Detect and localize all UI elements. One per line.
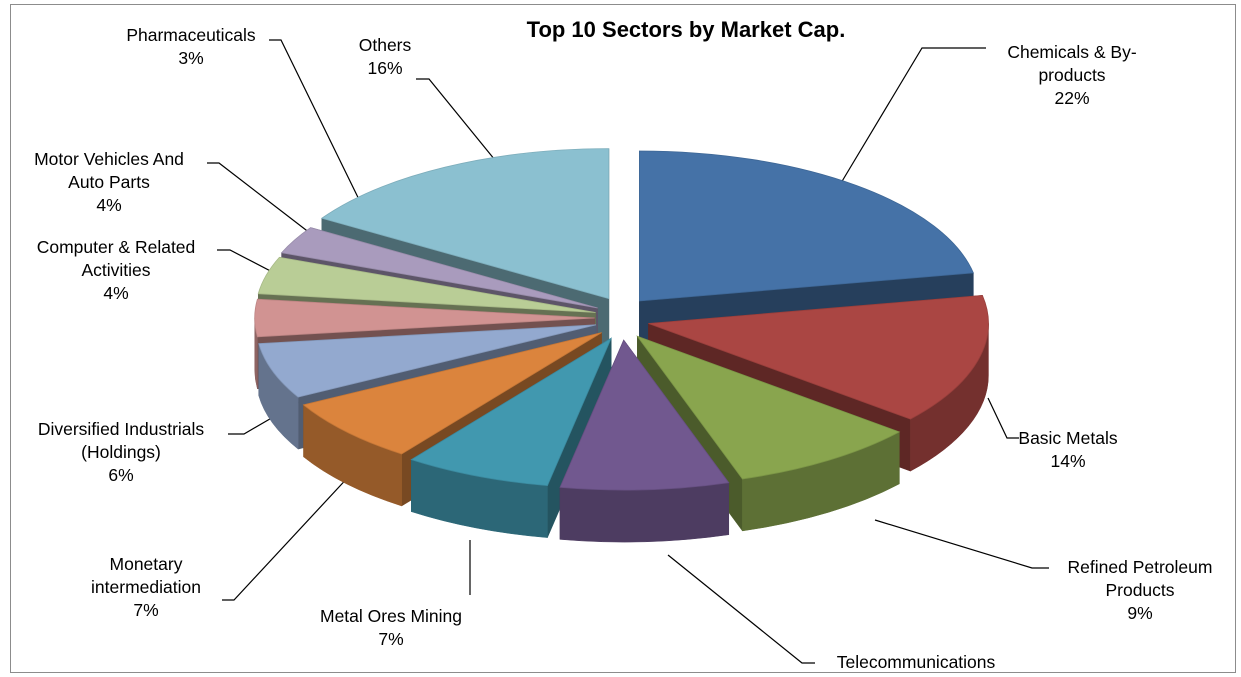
data-label-text: Others bbox=[359, 35, 412, 55]
data-label-text: Pharmaceuticals bbox=[126, 25, 256, 45]
slice-3-outer-wall bbox=[559, 482, 730, 543]
data-label-text: (Holdings) bbox=[81, 442, 161, 462]
slice-0-top bbox=[639, 150, 974, 302]
leader-line-8 bbox=[207, 162, 333, 251]
data-label-value: 4% bbox=[96, 195, 121, 215]
leader-line-2 bbox=[874, 519, 1049, 569]
data-label-value: 14% bbox=[1050, 451, 1085, 471]
chart-area bbox=[10, 4, 1236, 673]
data-label-text: products bbox=[1038, 65, 1105, 85]
leader-line-3 bbox=[667, 554, 815, 664]
leader-line-10 bbox=[416, 78, 509, 177]
leader-line-0 bbox=[837, 47, 986, 189]
data-label-text: Metal Ores Mining bbox=[320, 606, 462, 626]
data-label-value: 7% bbox=[133, 600, 158, 620]
data-label-value: 9% bbox=[1127, 603, 1152, 623]
data-label-value: 4% bbox=[103, 283, 128, 303]
data-label-3: Telecommunications 8% bbox=[837, 652, 996, 677]
data-label-6: Diversified Industrials (Holdings) 6% bbox=[38, 419, 205, 485]
slice-8-top bbox=[257, 256, 596, 313]
data-label-text: Basic Metals bbox=[1018, 428, 1117, 448]
slice-7-top bbox=[254, 298, 595, 338]
slice-10-top bbox=[320, 148, 610, 300]
data-label-text: Products bbox=[1105, 580, 1174, 600]
data-label-7: Computer & Related Activities 4% bbox=[37, 237, 196, 303]
data-label-9: Pharmaceuticals 3% bbox=[126, 25, 256, 68]
data-label-text: intermediation bbox=[91, 577, 201, 597]
data-label-value: 7% bbox=[378, 629, 403, 649]
data-label-text: Monetary bbox=[110, 554, 183, 574]
data-label-value: 3% bbox=[178, 48, 203, 68]
data-label-value: 6% bbox=[108, 465, 133, 485]
data-label-text: Refined Petroleum bbox=[1068, 557, 1213, 577]
slice-6-top bbox=[258, 324, 597, 398]
data-label-value: 16% bbox=[367, 58, 402, 78]
data-label-2: Refined Petroleum Products 9% bbox=[1068, 557, 1213, 623]
data-label-10: Others 16% bbox=[359, 35, 412, 78]
data-label-text: Motor Vehicles And bbox=[34, 149, 184, 169]
chart-title: Top 10 Sectors by Market Cap. bbox=[527, 17, 846, 42]
leader-line-9 bbox=[269, 39, 372, 225]
slice-5-top bbox=[302, 332, 602, 455]
data-label-text: Diversified Industrials bbox=[38, 419, 205, 439]
data-labels: Chemicals & By-products 22% Basic Metals 14… bbox=[34, 25, 1212, 677]
data-label-5: Monetary intermediation 7% bbox=[91, 554, 201, 620]
data-label-0: Chemicals & By-products 22% bbox=[1007, 42, 1137, 108]
data-label-text: Auto Parts bbox=[68, 172, 150, 192]
leader-line-1 bbox=[987, 397, 1019, 439]
data-label-4: Metal Ores Mining 7% bbox=[320, 606, 462, 649]
slice-tops bbox=[254, 148, 989, 491]
data-label-text: Activities bbox=[81, 260, 150, 280]
data-label-value: 8% bbox=[903, 675, 928, 677]
data-label-value: 22% bbox=[1054, 88, 1089, 108]
slice-9-top bbox=[280, 227, 598, 309]
slice-4-top bbox=[410, 337, 613, 487]
data-label-8: Motor Vehicles And Auto Parts 4% bbox=[34, 149, 184, 215]
leader-line-5 bbox=[222, 472, 353, 601]
data-label-text: Chemicals & By- bbox=[1007, 42, 1137, 62]
slice-1-top bbox=[648, 294, 989, 420]
data-label-1: Basic Metals 14% bbox=[1018, 428, 1117, 471]
data-label-text: Telecommunications bbox=[837, 652, 996, 672]
slice-3-top bbox=[559, 339, 730, 491]
data-label-text: Computer & Related bbox=[37, 237, 196, 257]
slice-2-top bbox=[636, 335, 901, 480]
